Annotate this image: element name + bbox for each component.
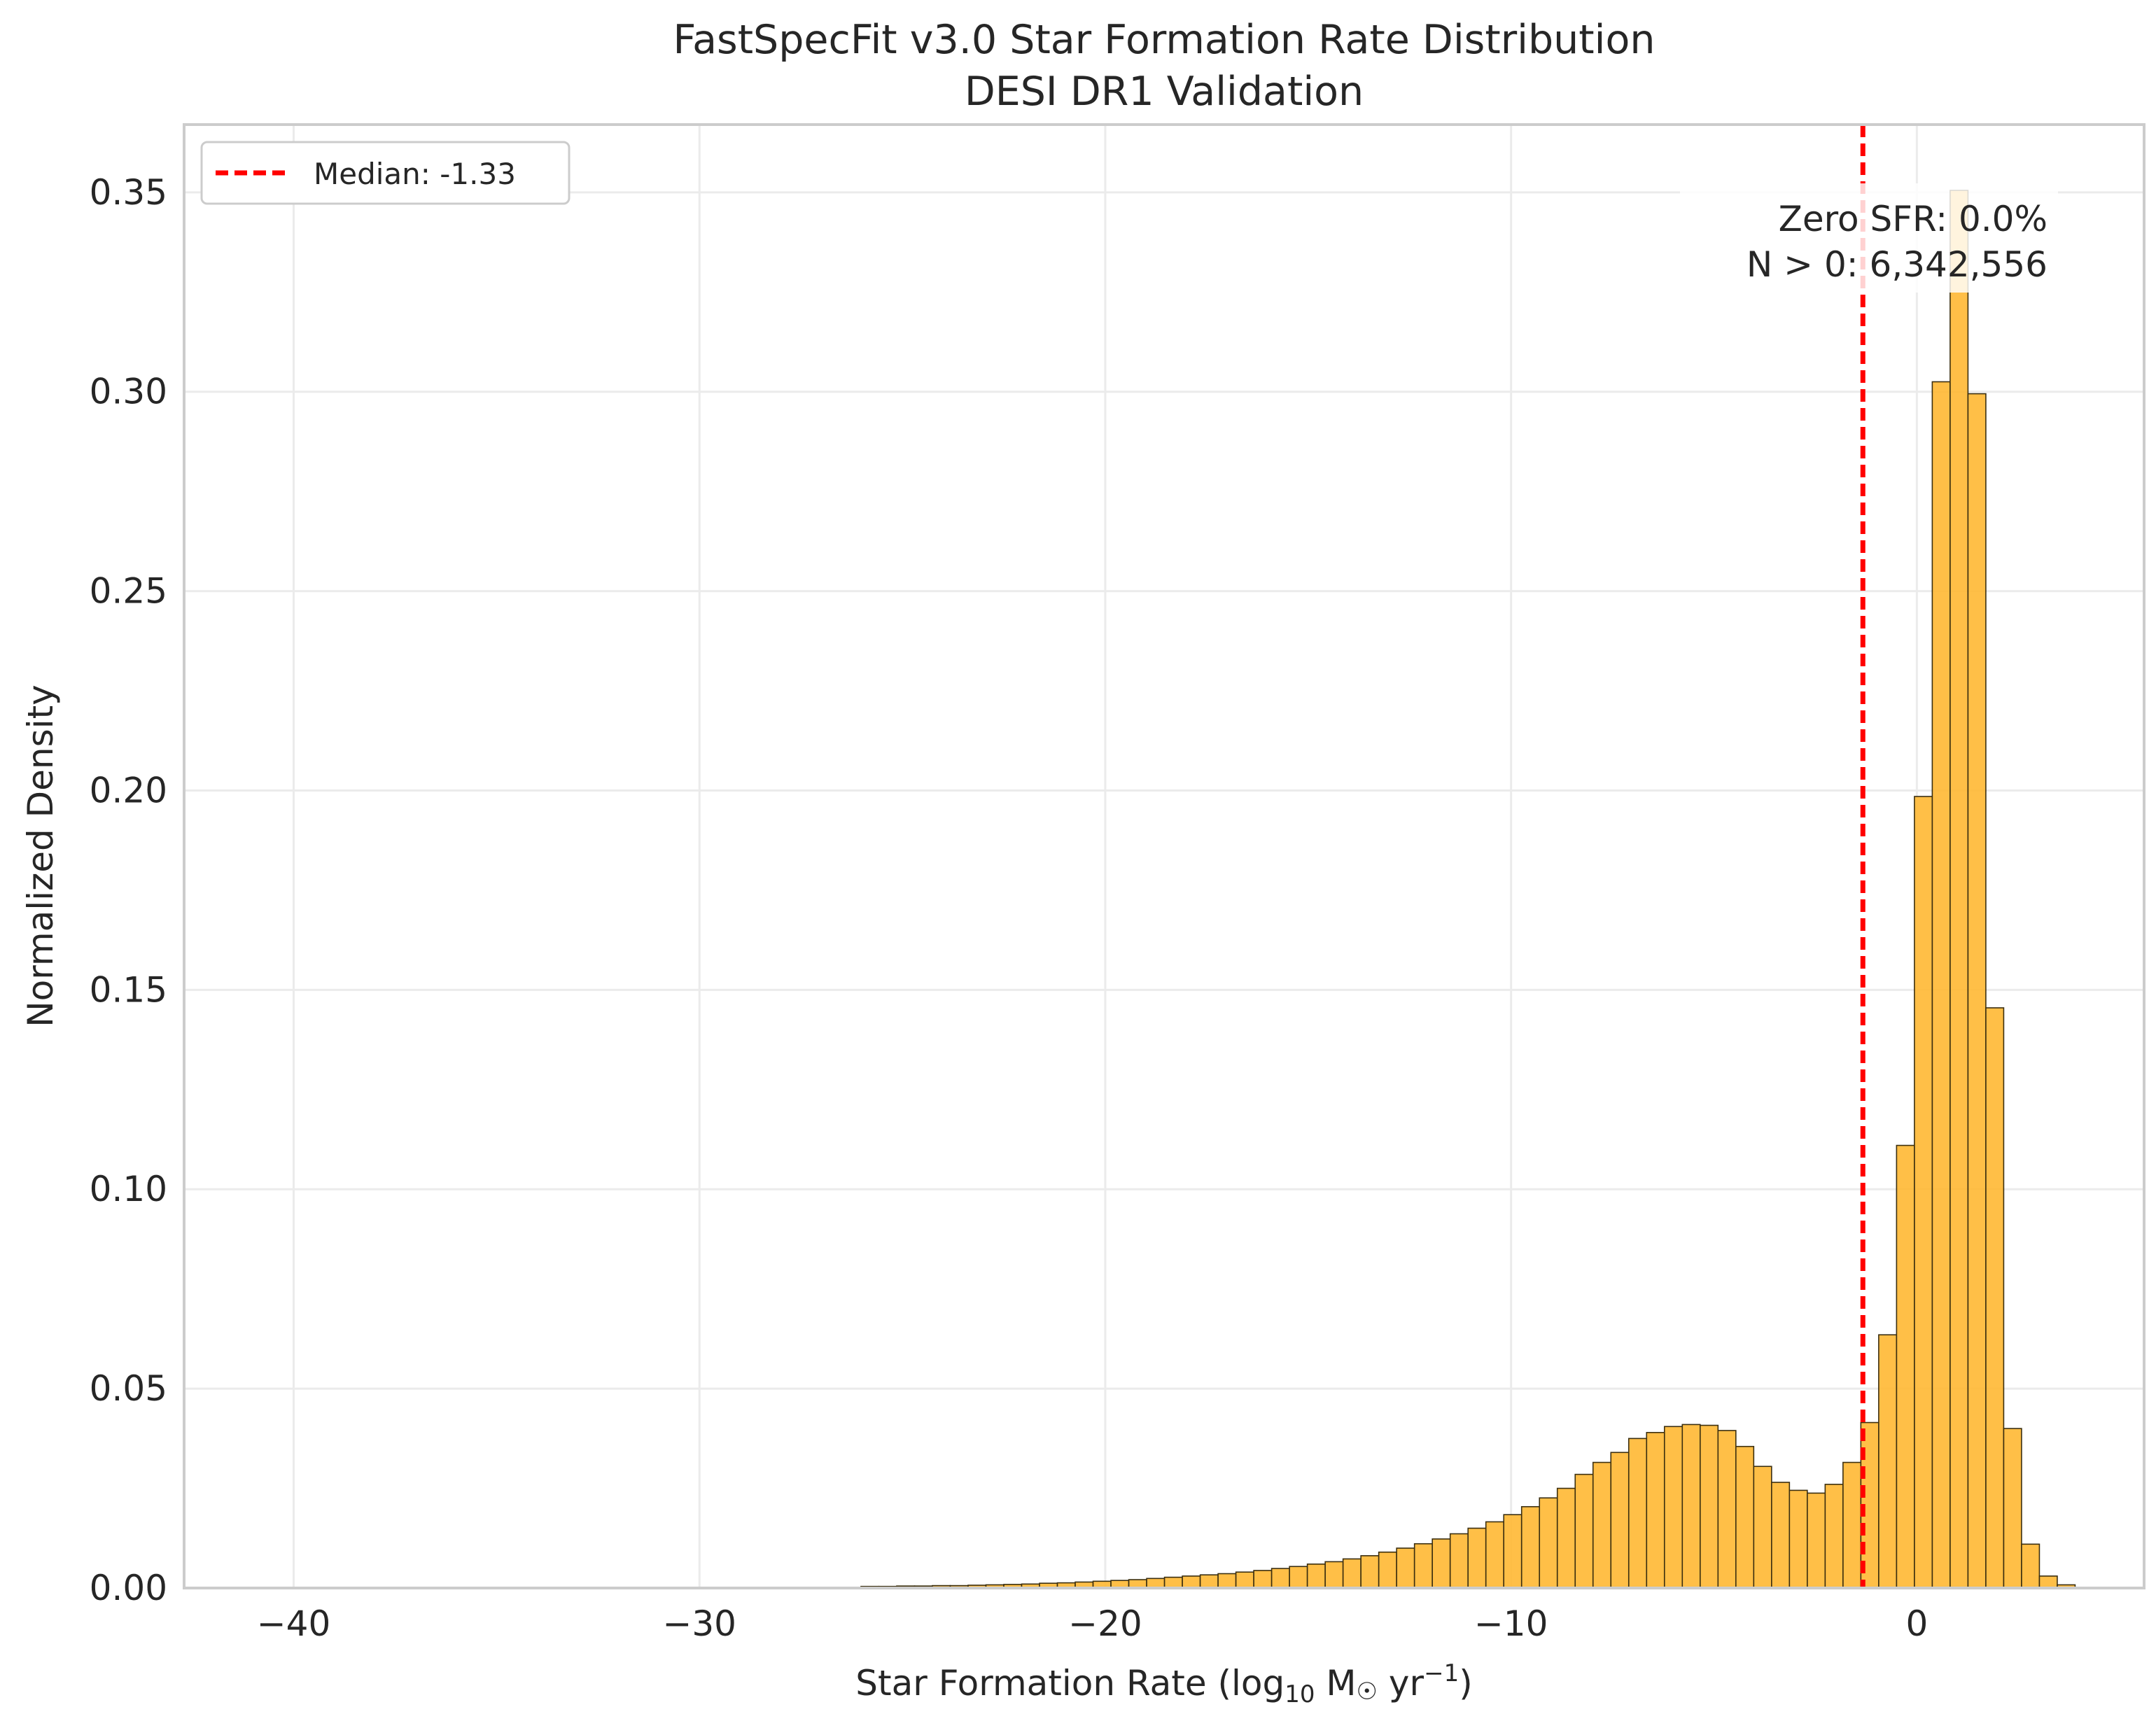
histogram-bar [1610,1452,1630,1589]
histogram-bar [1146,1578,1166,1589]
y-tick-label: 0.20 [90,770,167,810]
histogram-bar [1467,1527,1487,1589]
histogram-bar [1217,1573,1237,1589]
histogram-bar [1807,1492,1826,1589]
histogram-bar [1628,1438,1648,1589]
histogram-bar [1342,1558,1362,1589]
y-tick-label: 0.25 [90,571,167,612]
histogram-bar [1735,1445,1755,1589]
stats-annotation: Zero SFR: 0.0% N > 0: 6,342,556 [1680,183,2058,293]
histogram-bar [1163,1576,1183,1589]
histogram-bar [1646,1431,1665,1589]
x-axis-label: Star Formation Rate (log10 M☉ yr−1) [855,1659,1472,1708]
y-tick-label: 0.05 [90,1368,167,1409]
x-tick-label: −40 [257,1603,331,1644]
x-tick-label: −10 [1474,1603,1548,1644]
histogram-bar [1896,1144,1915,1589]
histogram-bar [1556,1487,1576,1589]
histogram-bar [1396,1547,1415,1589]
histogram-bar [1663,1426,1684,1589]
histogram-bar [1449,1533,1469,1589]
histogram-bar [1378,1551,1397,1589]
annotation-zero-sfr: Zero SFR: 0.0% [1779,199,2047,239]
legend-median-label: Median: -1.33 [314,157,516,191]
histogram-bar [1985,1007,2005,1589]
histogram-bar [1592,1461,1612,1589]
histogram-bar [2021,1543,2040,1589]
histogram-bar [1306,1564,1326,1589]
plot-background [184,125,2144,1588]
histogram-bar [1771,1482,1791,1589]
plot-frame [183,123,2146,1589]
histogram-bar [1949,190,1969,1589]
annotation-n-positive: N > 0: 6,342,556 [1746,244,2047,285]
histogram-bar [2003,1428,2022,1589]
histogram-bar [1485,1521,1505,1589]
histogram-bar [1967,393,1987,1589]
histogram-bar [1753,1466,1772,1589]
histogram-bar [1432,1538,1451,1589]
x-tick-label: 0 [1905,1603,1928,1644]
histogram-bar [1520,1505,1541,1589]
y-tick-label: 0.10 [90,1169,167,1209]
histogram-bar [1842,1461,1862,1589]
histogram-bar [1539,1497,1558,1589]
histogram-bar [1699,1424,1719,1589]
histogram-bar [1253,1570,1273,1589]
histogram-bar [1788,1489,1808,1589]
legend-box [200,141,570,205]
histogram-bar [2038,1575,2058,1589]
y-axis-label: Normalized Density [20,684,61,1027]
y-tick-label: 0.00 [90,1568,167,1608]
annotation-box [1680,183,2058,293]
histogram-bar [1182,1575,1201,1589]
histogram-bar [1717,1430,1737,1589]
y-tick-label: 0.30 [90,372,167,412]
histogram-bar [1878,1334,1898,1589]
histogram-bar [1574,1473,1594,1589]
histogram-bars [860,190,2076,1589]
histogram-bar [1360,1555,1380,1589]
histogram-bar [1199,1574,1219,1589]
histogram-bar [1324,1561,1344,1589]
histogram-bar [1235,1571,1254,1589]
histogram-bar [1681,1424,1701,1589]
histogram-bar [1503,1514,1522,1589]
axis-ticks: −40 −30 −20 −10 0 0.00 0.05 0.10 0.15 0.20 0.25 0.3… [90,172,1928,1644]
x-tick-label: −30 [662,1603,736,1644]
histogram-bar [1270,1568,1290,1589]
histogram-bar [1931,381,1951,1589]
histogram-bar [1413,1543,1433,1589]
histogram-bar [1914,796,1933,1589]
histogram-bar [1824,1484,1844,1589]
chart-title: FastSpecFit v3.0 Star Formation Rate Dis… [673,17,1656,63]
y-tick-label: 0.15 [90,969,167,1010]
x-tick-label: −20 [1068,1603,1142,1644]
chart-subtitle: DESI DR1 Validation [965,69,1364,115]
legend: Median: -1.33 [200,141,570,205]
histogram-bar [1289,1566,1308,1589]
y-tick-label: 0.35 [90,172,167,213]
